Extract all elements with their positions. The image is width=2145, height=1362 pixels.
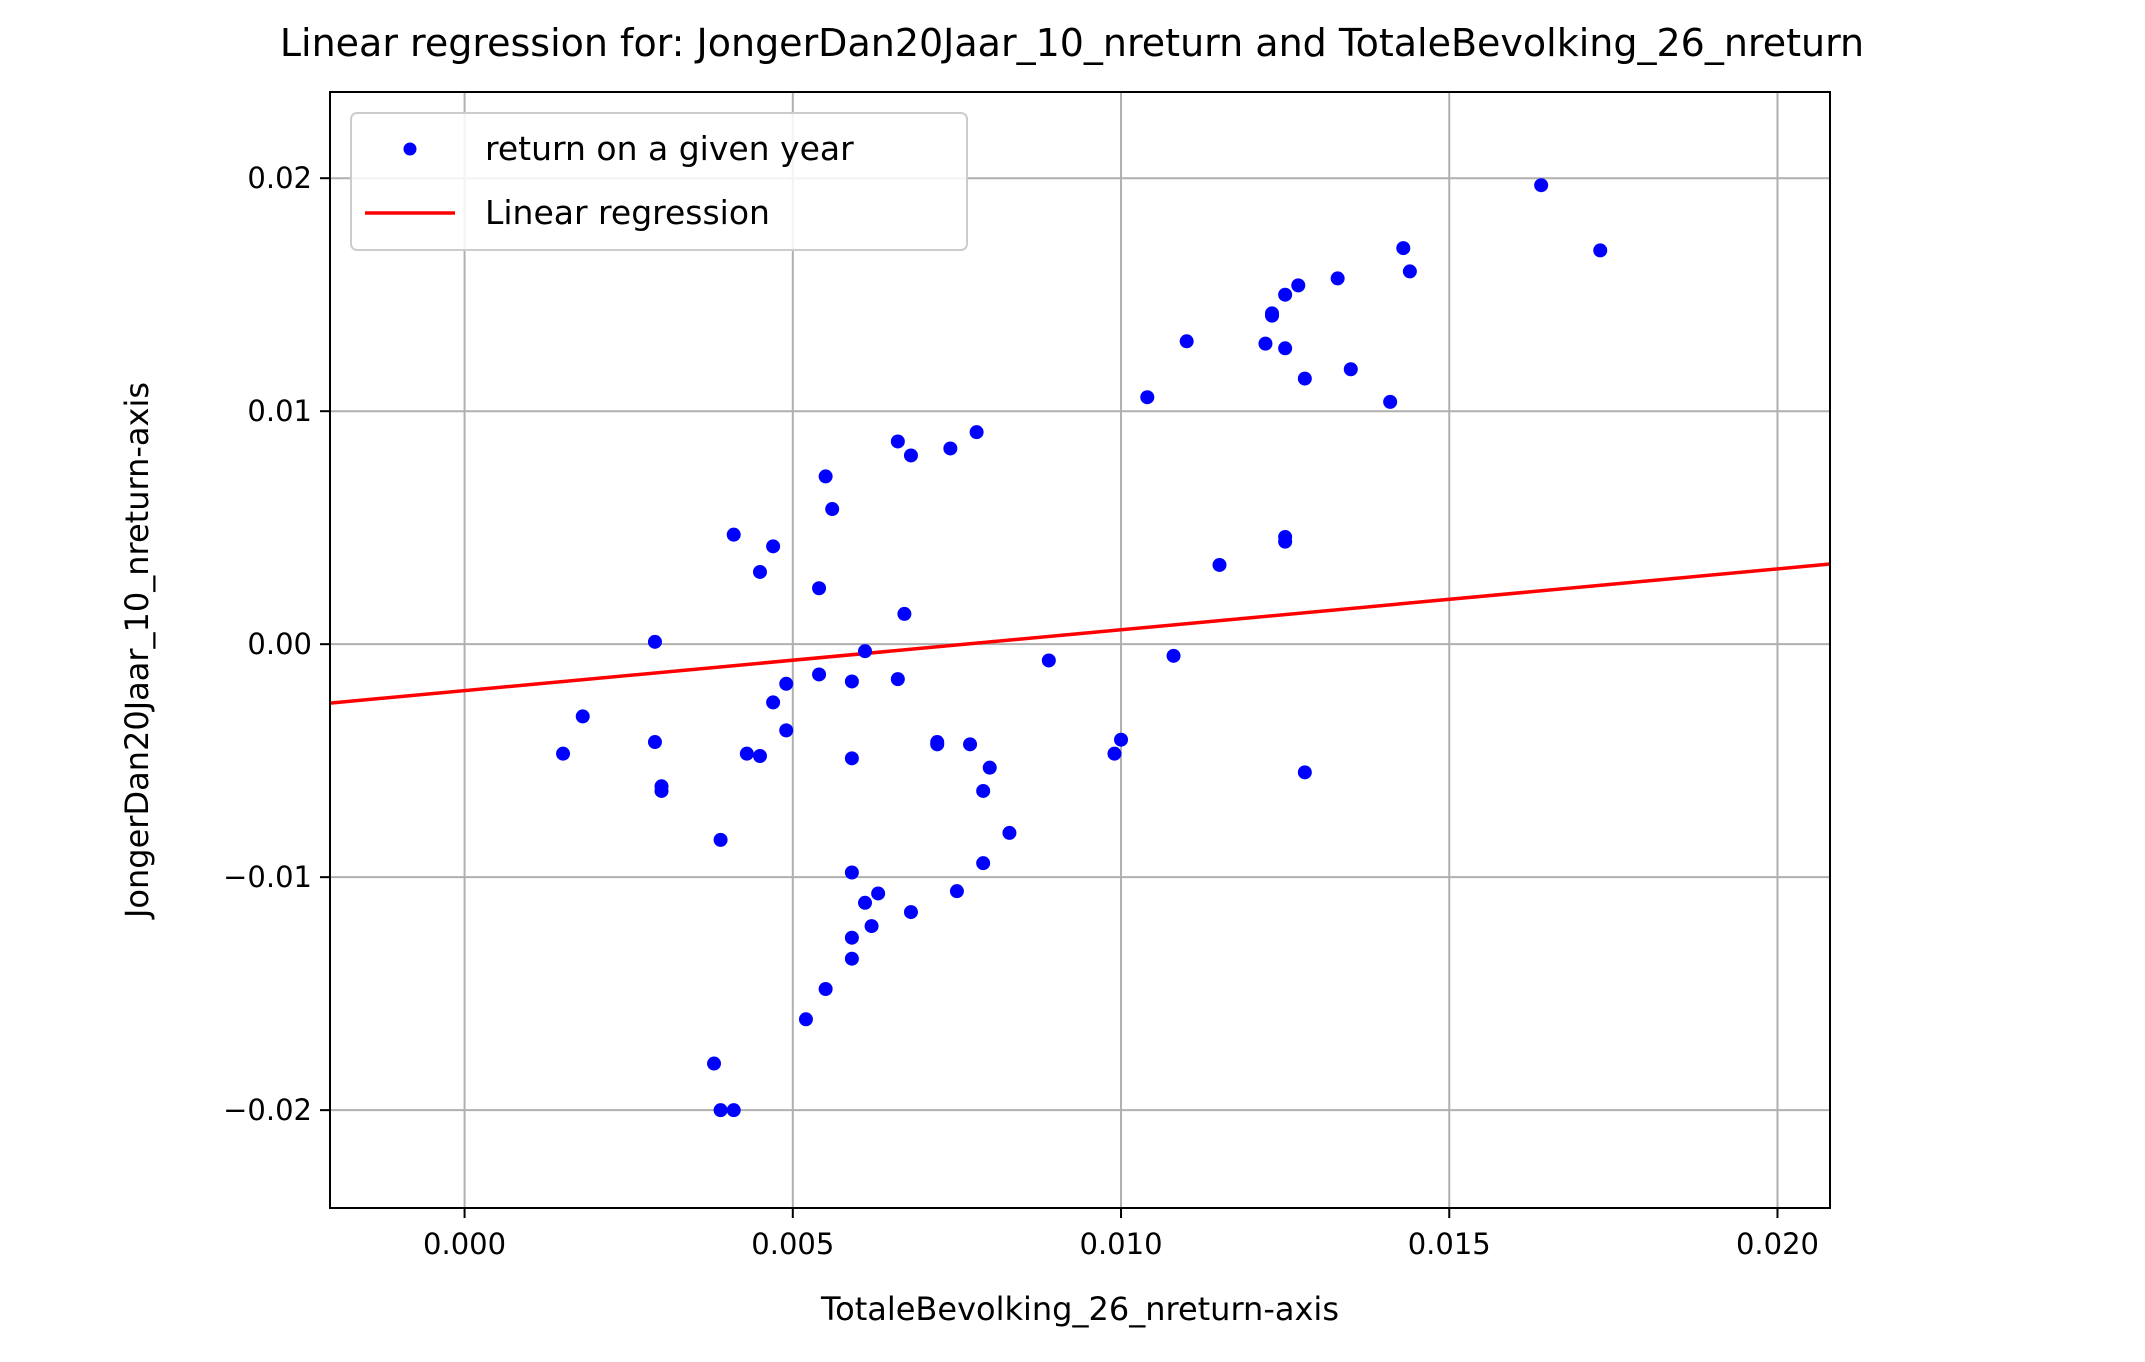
data-point (713, 832, 728, 847)
legend: return on a given year Linear regression (350, 112, 968, 251)
data-point (963, 737, 978, 752)
data-point (1212, 557, 1227, 572)
data-point (1297, 765, 1312, 780)
data-point (897, 606, 912, 621)
data-point (766, 695, 781, 710)
data-point (969, 425, 984, 440)
data-point (982, 760, 997, 775)
x-tick-label: 0.000 (423, 1227, 506, 1261)
data-point (1278, 341, 1293, 356)
data-point (976, 856, 991, 871)
y-tick-label: −0.01 (223, 860, 312, 894)
data-point (1396, 241, 1411, 256)
data-point (930, 737, 945, 752)
data-point (1330, 271, 1345, 286)
legend-label-regression: Linear regression (485, 193, 770, 232)
data-point (976, 783, 991, 798)
data-point (1166, 648, 1181, 663)
data-point (647, 634, 662, 649)
data-point (798, 1012, 813, 1027)
data-point (1343, 362, 1358, 377)
regression-line-layer (329, 562, 1831, 705)
data-point (812, 581, 827, 596)
data-point (726, 1103, 741, 1118)
data-point (707, 1056, 722, 1071)
scatter-points (556, 178, 1608, 1118)
data-point (779, 723, 794, 738)
data-point (1258, 336, 1273, 351)
data-point (818, 981, 833, 996)
data-point (1402, 264, 1417, 279)
data-point (890, 672, 905, 687)
y-tick-label: 0.02 (247, 161, 312, 195)
data-point (1107, 746, 1122, 761)
data-point (903, 448, 918, 463)
y-tick-label: −0.02 (223, 1093, 312, 1127)
data-point (752, 564, 767, 579)
data-point (654, 783, 669, 798)
data-point (871, 886, 886, 901)
data-point (1278, 287, 1293, 302)
data-point (943, 441, 958, 456)
data-point (1297, 371, 1312, 386)
data-point (825, 502, 840, 517)
y-tick-label: 0.00 (247, 627, 312, 661)
data-point (779, 676, 794, 691)
data-point (726, 527, 741, 542)
data-point (1278, 530, 1293, 545)
data-point (766, 539, 781, 554)
y-tick-label: 0.01 (247, 394, 312, 428)
data-point (739, 746, 754, 761)
data-point (752, 749, 767, 764)
axis-ticks: 0.000 0.005 0.010 0.015 0.020 −0.02 −0.01 0.00 0… (223, 161, 1819, 1261)
plot-area (330, 92, 1830, 1208)
data-point (1265, 306, 1280, 321)
legend-label-scatter: return on a given year (485, 129, 854, 168)
x-tick-label: 0.020 (1736, 1227, 1819, 1261)
data-point (949, 884, 964, 899)
chart-title: Linear regression for: JongerDan20Jaar_1… (280, 21, 1864, 65)
data-point (1041, 653, 1056, 668)
regression-line (329, 562, 1831, 705)
data-point (844, 865, 859, 880)
data-point (1140, 390, 1155, 405)
data-point (890, 434, 905, 449)
data-point (858, 644, 873, 659)
data-point (1291, 278, 1306, 293)
data-point (1383, 394, 1398, 409)
x-tick-label: 0.010 (1080, 1227, 1163, 1261)
data-point (812, 667, 827, 682)
data-point (556, 746, 571, 761)
grid-lines (330, 92, 1830, 1208)
data-point (575, 709, 590, 724)
data-point (818, 469, 833, 484)
data-point (858, 895, 873, 910)
legend-box (350, 112, 968, 251)
data-point (844, 951, 859, 966)
data-point (1593, 243, 1608, 258)
data-point (903, 905, 918, 920)
data-point (844, 674, 859, 689)
data-point (713, 1103, 728, 1118)
data-point (844, 930, 859, 945)
data-point (844, 751, 859, 766)
x-tick-label: 0.015 (1408, 1227, 1491, 1261)
data-point (1179, 334, 1194, 349)
data-point (864, 919, 879, 934)
data-point (1002, 825, 1017, 840)
data-point (1114, 732, 1129, 747)
data-point (647, 735, 662, 750)
data-point (1534, 178, 1549, 193)
legend-scatter-marker (403, 142, 417, 156)
x-axis-label: TotaleBevolking_26_nreturn-axis (820, 1290, 1339, 1328)
y-axis-label: JongerDan20Jaar_10_nreturn-axis (118, 382, 156, 920)
plot-frame (329, 91, 1831, 1209)
x-tick-label: 0.005 (751, 1227, 834, 1261)
